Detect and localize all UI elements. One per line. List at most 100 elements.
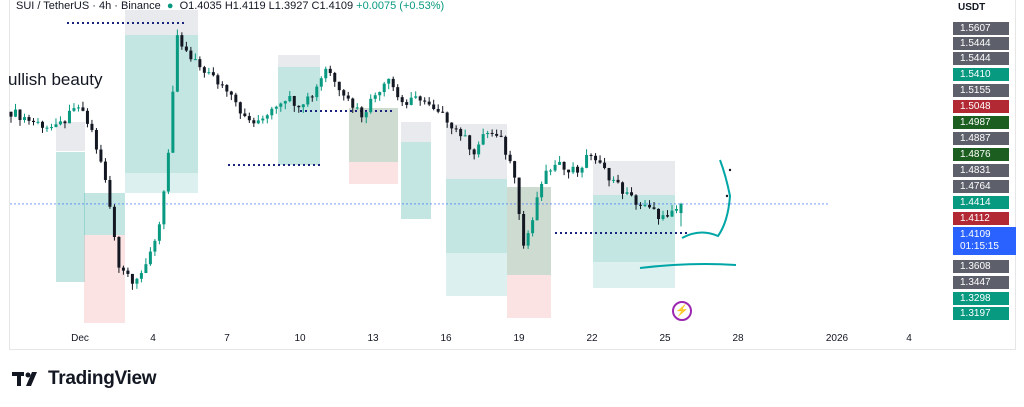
candle-body <box>171 91 175 153</box>
candle-body <box>54 124 58 128</box>
candle-body <box>193 59 197 61</box>
candle-body <box>265 115 269 119</box>
candle-body <box>225 84 229 92</box>
candle-body <box>216 75 220 85</box>
candle-body <box>468 135 472 150</box>
candle-body <box>418 96 422 101</box>
candle-body <box>351 98 355 108</box>
price-axis-label: 1.4112 <box>953 212 1009 225</box>
candle-body <box>571 166 575 173</box>
position-zone <box>56 122 85 151</box>
current-price-value: 1.4109 <box>960 229 991 240</box>
candle-body <box>540 183 544 198</box>
candle-body <box>400 97 404 103</box>
candle-body <box>243 113 247 117</box>
candle-body <box>355 107 359 109</box>
candle-body <box>157 224 161 241</box>
candle-body <box>301 104 305 108</box>
candle-body <box>463 135 467 137</box>
candle-body <box>535 197 539 221</box>
candle-body <box>22 117 26 121</box>
position-zone <box>84 193 125 235</box>
candle-body <box>607 168 611 181</box>
drawn-projection-line <box>681 159 732 239</box>
candle-body <box>342 90 346 96</box>
candle-body <box>103 161 107 180</box>
candle-body <box>310 96 314 98</box>
candle-body <box>58 121 62 125</box>
candle-body <box>558 161 562 165</box>
candlestick-chart[interactable] <box>0 0 1024 350</box>
candle-body <box>270 108 274 116</box>
candle-body <box>562 161 566 170</box>
candle-body <box>436 108 440 112</box>
candle-body <box>441 111 445 113</box>
price-axis-label: 1.3447 <box>953 276 1009 289</box>
candle-body <box>450 122 454 129</box>
candle-body <box>112 206 116 237</box>
candle-body <box>486 132 490 135</box>
symbol-name[interactable]: SUI / TetherUS <box>16 0 90 12</box>
annotation-dot <box>728 168 732 172</box>
candle-body <box>391 78 395 88</box>
tradingview-logo[interactable]: TradingView <box>12 368 157 390</box>
candle-body <box>396 87 400 98</box>
candle-body <box>472 149 476 155</box>
candle-body <box>247 116 251 121</box>
candle-body <box>634 195 638 205</box>
chart-frame[interactable] <box>9 0 1016 350</box>
tradingview-logo-icon <box>12 372 37 386</box>
ohlc-close: C1.4109 <box>311 0 354 12</box>
position-zone <box>401 122 431 142</box>
candle-body <box>130 273 134 284</box>
candle-body <box>99 149 103 162</box>
candle-body <box>180 35 184 47</box>
price-axis-label: 1.5444 <box>953 52 1009 65</box>
candle-body <box>517 177 521 214</box>
candle-body <box>229 91 233 95</box>
candle-body <box>315 86 319 98</box>
candle-body <box>261 118 265 121</box>
candle-body <box>9 111 13 117</box>
price-axis-label: 1.5048 <box>953 100 1009 113</box>
candle-body <box>153 240 157 252</box>
candle-body <box>387 78 391 84</box>
interval-label[interactable]: 4h <box>98 0 112 12</box>
drawn-support-line <box>639 263 737 269</box>
candle-body <box>288 96 292 102</box>
currency-label[interactable]: USDT <box>958 2 986 13</box>
candle-body <box>18 109 22 121</box>
candle-body <box>40 121 44 128</box>
price-axis-label: 1.5444 <box>953 37 1009 50</box>
candle-body <box>283 101 287 104</box>
price-axis-label: 1.4876 <box>953 148 1009 161</box>
candle-body <box>198 59 202 68</box>
candle-body <box>31 120 35 123</box>
candle-body <box>576 166 580 173</box>
candle-body <box>432 104 436 109</box>
chart-annotation-text[interactable]: ullish beauty <box>8 70 103 89</box>
candle-body <box>13 109 17 117</box>
position-zone <box>507 187 551 275</box>
candle-body <box>274 106 278 109</box>
candle-body <box>382 83 386 93</box>
candle-body <box>360 107 364 118</box>
candle-body <box>589 154 593 156</box>
candle-body <box>126 270 130 274</box>
candle-body <box>427 101 431 105</box>
annotation-dot <box>725 194 729 198</box>
header-separator: · <box>114 0 118 12</box>
candle-body <box>175 35 179 92</box>
candle-body <box>670 210 674 217</box>
candle-body <box>630 192 634 196</box>
candle-body <box>657 208 661 220</box>
position-zone <box>593 195 675 262</box>
candle-body <box>297 105 301 108</box>
lightning-icon[interactable]: ⚡ <box>672 301 692 321</box>
candle-body <box>324 68 328 79</box>
candle-body <box>598 160 602 163</box>
candle-body <box>94 129 98 150</box>
ohlc-change: +0.0075 (+0.53%) <box>356 0 445 12</box>
candle-body <box>625 192 629 194</box>
position-zone <box>84 290 125 323</box>
